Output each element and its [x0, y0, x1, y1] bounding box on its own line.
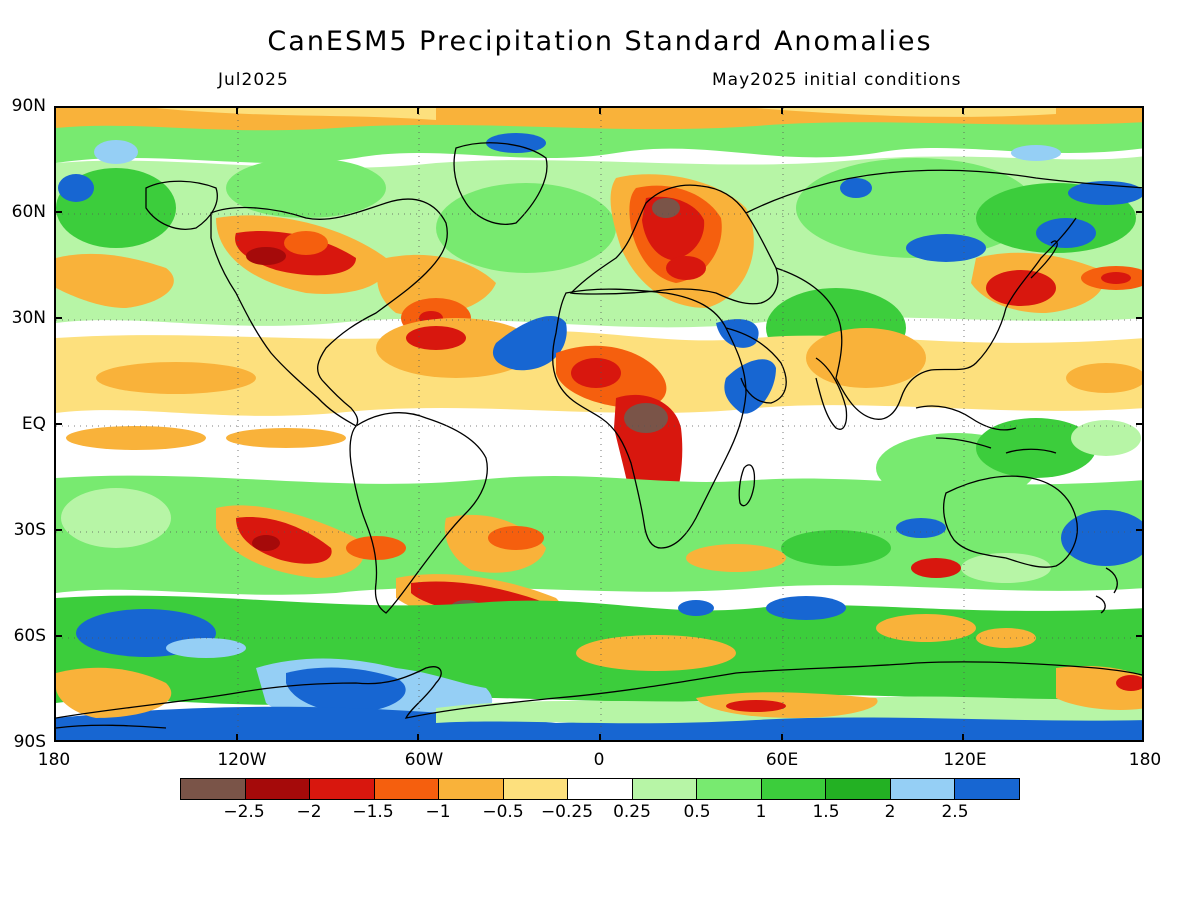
x-tick-60e-top — [781, 106, 783, 114]
x-label-0: 0 — [593, 750, 605, 770]
colorbar-swatch — [181, 779, 246, 799]
colorbar-swatch — [955, 779, 1019, 799]
y-tick-30s-right — [1136, 529, 1144, 531]
colorbar-label: −2 — [296, 802, 322, 822]
y-tick-60n — [54, 211, 62, 213]
colorbar — [180, 778, 1020, 800]
y-label-30s: 30S — [13, 520, 46, 540]
colorbar-label: 0.25 — [613, 802, 651, 822]
x-label-60w: 60W — [404, 750, 444, 770]
y-tick-60s-right — [1136, 635, 1144, 637]
x-tick-60w — [417, 734, 419, 742]
y-label-eq: EQ — [21, 414, 46, 434]
colorbar-swatch — [761, 779, 827, 799]
colorbar-swatch — [439, 779, 504, 799]
y-tick-30n — [54, 317, 62, 319]
x-label-120w: 120W — [217, 750, 267, 770]
coastlines — [56, 142, 1142, 729]
colorbar-label: −2.5 — [223, 802, 265, 822]
colorbar-swatch — [310, 779, 375, 799]
y-label-30n: 30N — [11, 308, 46, 328]
y-label-90s: 90S — [13, 732, 46, 752]
y-tick-60n-right — [1136, 211, 1144, 213]
colorbar-label: −1.5 — [352, 802, 394, 822]
colorbar-swatch — [890, 779, 956, 799]
colorbar-label: −1 — [425, 802, 451, 822]
x-tick-120w-top — [236, 106, 238, 114]
x-label-120e: 120E — [943, 750, 987, 770]
y-label-60n: 60N — [11, 202, 46, 222]
graticule — [56, 108, 1142, 740]
colorbar-label: 2 — [884, 802, 896, 822]
colorbar-label: 1.5 — [812, 802, 840, 822]
colorbar-label: 1 — [755, 802, 767, 822]
x-tick-120e — [962, 734, 964, 742]
y-tick-30n-right — [1136, 317, 1144, 319]
x-tick-60w-top — [417, 106, 419, 114]
x-tick-60e — [781, 734, 783, 742]
chart-title: CanESM5 Precipitation Standard Anomalies — [267, 26, 933, 57]
anomaly-map-svg — [56, 108, 1142, 740]
y-tick-eq-right — [1136, 423, 1144, 425]
colorbar-swatch — [697, 779, 762, 799]
y-label-90n: 90N — [11, 96, 46, 116]
forecast-month: Jul2025 — [218, 70, 289, 90]
x-tick-0-top — [599, 106, 601, 114]
initial-conditions-label: May2025 initial conditions — [712, 70, 962, 90]
y-tick-60s — [54, 635, 62, 637]
anomaly-field — [56, 108, 1142, 740]
colorbar-swatch — [632, 779, 698, 799]
x-tick-120e-top — [962, 106, 964, 114]
colorbar-swatch — [826, 779, 891, 799]
x-label-180e: 180 — [1128, 750, 1162, 770]
y-label-60s: 60S — [13, 626, 46, 646]
colorbar-swatch — [503, 779, 569, 799]
colorbar-swatch — [374, 779, 440, 799]
anomaly-map — [54, 106, 1144, 742]
colorbar-swatch — [245, 779, 311, 799]
colorbar-swatch — [568, 779, 633, 799]
y-tick-30s — [54, 529, 62, 531]
colorbar-label: 2.5 — [941, 802, 969, 822]
x-tick-120w — [236, 734, 238, 742]
x-label-60e: 60E — [765, 750, 799, 770]
y-tick-eq — [54, 423, 62, 425]
colorbar-label: −0.25 — [540, 802, 594, 822]
x-label-180w: 180 — [37, 750, 71, 770]
colorbar-label: 0.5 — [683, 802, 711, 822]
x-tick-0 — [599, 734, 601, 742]
colorbar-label: −0.5 — [482, 802, 524, 822]
